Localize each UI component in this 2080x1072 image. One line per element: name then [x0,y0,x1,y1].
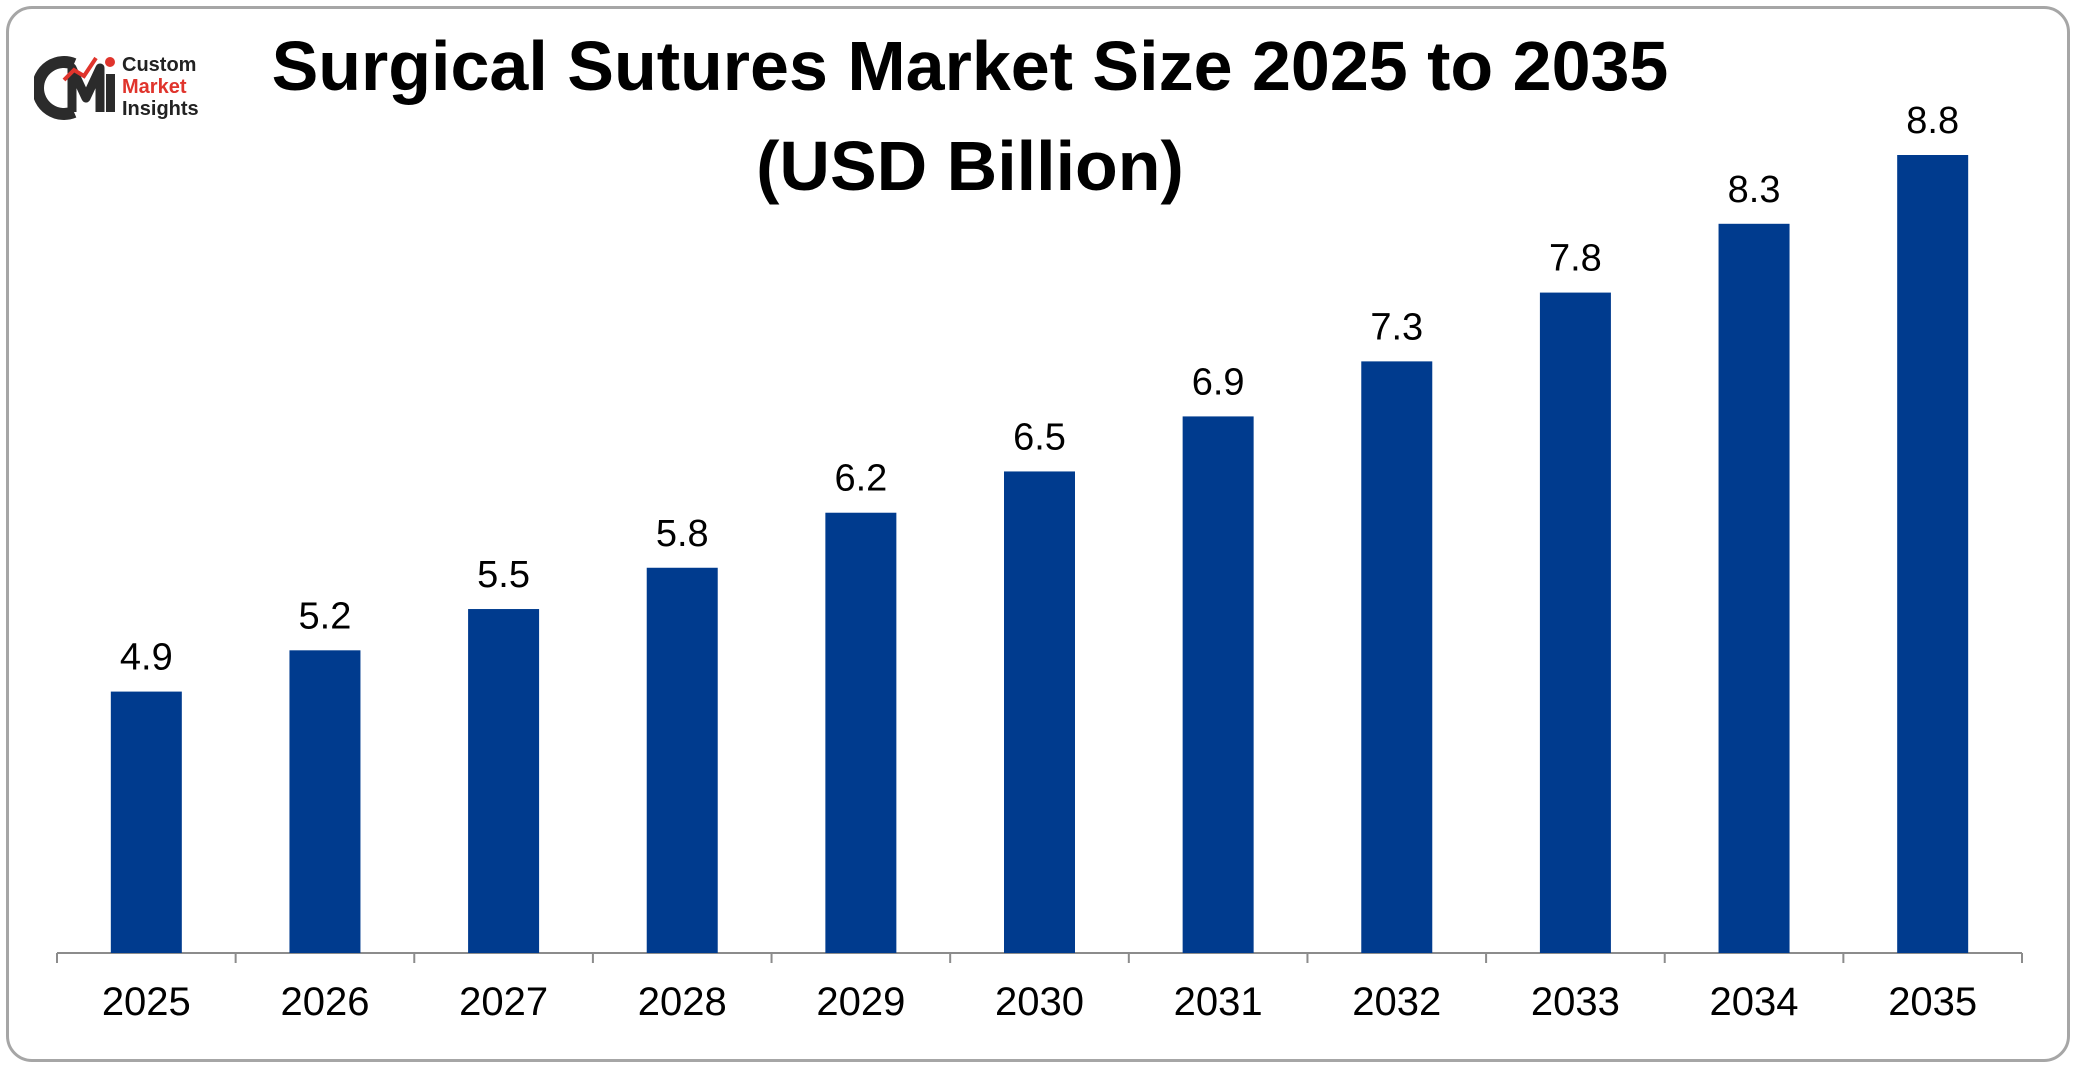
x-tick-label-2025: 2025 [102,980,191,1024]
bar-2034 [1718,223,1790,954]
chart-subtitle: (USD Billion) [756,127,1184,205]
data-label-2029: 6.2 [834,458,887,500]
bar-2026 [289,650,361,953]
data-label-2028: 5.8 [656,513,709,555]
bar-2025 [110,691,182,953]
bar-2028 [646,567,718,953]
x-tick-label-2032: 2032 [1352,980,1441,1024]
data-label-2033: 7.8 [1549,238,1602,280]
data-label-2035: 8.8 [1906,100,1959,142]
x-tick-label-2030: 2030 [995,980,1084,1024]
data-label-2027: 5.5 [477,554,530,596]
logo-line-2: Market [122,76,187,98]
company-logo: Custom Market Insights [34,50,224,126]
data-label-2030: 6.5 [1013,416,1066,458]
logo-wordmark: Custom Market Insights [122,54,199,120]
bar-2035 [1897,155,1969,953]
logo-line-3: Insights [122,98,199,120]
x-tick-label-2031: 2031 [1174,980,1263,1024]
bar-2027 [468,609,540,953]
x-tick-label-2027: 2027 [459,980,548,1024]
bar-2033 [1539,292,1611,954]
logo-line-1: Custom [122,54,197,76]
x-tick-label-2033: 2033 [1531,980,1620,1024]
bar-2030 [1004,471,1075,953]
x-tick-label-2035: 2035 [1888,980,1977,1024]
bar-2032 [1361,361,1433,954]
data-label-2031: 6.9 [1192,361,1245,403]
data-label-2034: 8.3 [1728,169,1781,211]
x-tick-label-2034: 2034 [1710,980,1799,1024]
bar-2029 [825,512,897,953]
x-tick-label-2029: 2029 [816,980,905,1024]
data-label-2025: 4.9 [120,637,173,679]
chart-title: Surgical Sutures Market Size 2025 to 203… [271,27,1669,105]
x-tick-label-2026: 2026 [280,980,369,1024]
cmi-logo-icon [34,56,115,120]
x-tick-label-2028: 2028 [638,980,727,1024]
bar-2031 [1182,416,1254,953]
data-label-2026: 5.2 [299,595,352,637]
data-label-2032: 7.3 [1370,306,1423,348]
